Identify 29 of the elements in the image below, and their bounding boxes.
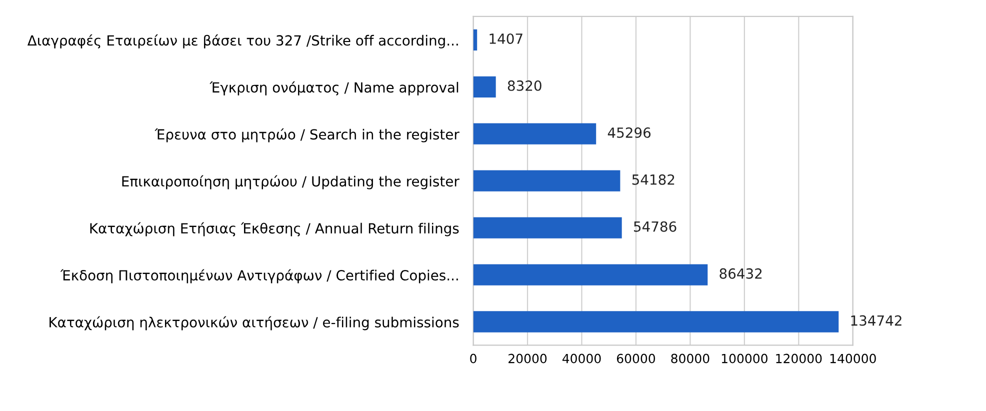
x-tick-label: 140000 xyxy=(830,354,876,364)
bar xyxy=(473,264,708,286)
x-tick-label: 60000 xyxy=(616,354,656,364)
data-label: 54786 xyxy=(634,221,676,232)
bar xyxy=(473,170,620,192)
x-tick-label: 80000 xyxy=(671,354,710,364)
y-tick-label: Διαγραφές Εταιρείων με βάσει του 327 /Strike off according... xyxy=(27,34,458,48)
x-tick-label: 40000 xyxy=(562,354,601,364)
y-tick-label: Έγκριση ονόματος / Name approval xyxy=(210,81,458,96)
data-label: 1407 xyxy=(490,33,522,44)
data-label: 8320 xyxy=(508,80,542,91)
bar xyxy=(473,123,596,144)
y-tick-label: Καταχώριση Ετήσιας Έκθεσης / Annual Return filings xyxy=(90,222,459,236)
data-label: 86432 xyxy=(720,268,762,279)
x-tick-label: 120000 xyxy=(776,354,822,364)
bar xyxy=(473,311,839,332)
data-label: 54182 xyxy=(632,174,674,185)
data-label: 45296 xyxy=(608,127,651,138)
bar xyxy=(473,217,622,238)
data-label: 134742 xyxy=(851,315,902,326)
y-tick-label: Έρευνα στο μητρώο / Search in the register xyxy=(154,128,460,142)
y-tick-label: Καταχώριση ηλεκτρονικών αιτήσεων / e-filing submissions xyxy=(50,316,459,330)
x-tick-label: 20000 xyxy=(508,354,547,364)
bar xyxy=(473,29,478,50)
y-tick-label: Επικαιροποίηση μητρώου / Updating the register xyxy=(122,175,460,190)
bar xyxy=(473,76,496,98)
x-tick-label: 0 xyxy=(470,354,476,364)
y-tick-label: Έκδοση Πιστοποιημένων Αντιγράφων / Certified Copies... xyxy=(60,269,458,284)
x-tick-label: 100000 xyxy=(722,354,768,364)
